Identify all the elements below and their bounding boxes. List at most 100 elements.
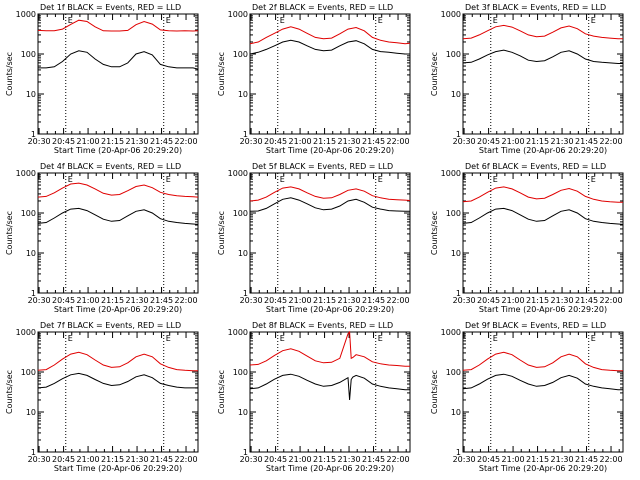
plot-frame	[462, 331, 624, 453]
y-tick-label: 10	[26, 90, 36, 99]
x-tick-label: 21:15	[526, 296, 549, 305]
x-tick-label: 20:45	[52, 455, 75, 464]
y-axis-label: Counts/sec	[217, 52, 226, 96]
plot-frame	[249, 172, 411, 294]
y-tick-label: 1	[31, 130, 36, 139]
y-axis-label: Counts/sec	[217, 370, 226, 414]
x-tick-label: 21:15	[526, 455, 549, 464]
detector-plot-2: Det 2f BLACK = Events, RED = LLD 1 10 100 10…	[217, 3, 411, 155]
plot-frame	[37, 331, 199, 453]
x-tick-label: 21:30	[126, 455, 149, 464]
y-tick-label: 1000	[441, 328, 461, 337]
plot-title: Det 6f BLACK = Events, RED = LLD	[465, 162, 606, 171]
x-tick-label: 21:45	[362, 296, 385, 305]
x-axis-label: Start Time (20-Apr-06 20:29:20)	[54, 464, 182, 473]
event-marker-label: E	[591, 16, 596, 25]
event-marker-label: E	[280, 16, 285, 25]
y-tick-label: 1000	[16, 328, 36, 337]
x-tick-label: 21:30	[126, 296, 149, 305]
event-marker-label: E	[378, 175, 383, 184]
x-tick-label: 20:45	[264, 296, 287, 305]
y-axis-label: Counts/sec	[5, 211, 14, 255]
x-tick-label: 21:45	[362, 455, 385, 464]
event-marker-label: E	[493, 334, 498, 343]
event-marker-label: E	[493, 16, 498, 25]
series-line-events	[462, 207, 624, 225]
plot-frame	[37, 172, 199, 294]
x-tick-label: 22:00	[387, 296, 410, 305]
x-tick-label: 20:30	[240, 296, 263, 305]
x-tick-label: 20:45	[264, 455, 287, 464]
plot-title: Det 5f BLACK = Events, RED = LLD	[252, 162, 393, 171]
x-tick-label: 21:15	[313, 455, 336, 464]
y-tick-label: 1	[456, 130, 461, 139]
event-marker-label: E	[591, 334, 596, 343]
x-tick-label: 21:45	[575, 296, 598, 305]
y-tick-label: 1000	[16, 10, 36, 19]
y-tick-label: 10	[451, 408, 461, 417]
y-tick-label: 10	[238, 249, 248, 258]
series-line-lld	[249, 330, 410, 367]
plot-frame	[37, 13, 199, 135]
x-tick-label: 21:30	[551, 137, 574, 146]
y-tick-label: 10	[26, 249, 36, 258]
x-tick-label: 21:15	[101, 296, 124, 305]
plot-title: Det 7f BLACK = Events, RED = LLD	[40, 321, 181, 330]
y-tick-label: 1	[31, 289, 36, 298]
y-tick-label: 1000	[16, 169, 36, 178]
event-marker-label: E	[166, 334, 171, 343]
y-tick-label: 100	[233, 209, 248, 218]
y-tick-label: 100	[446, 50, 461, 59]
detector-plot-9: Det 9f BLACK = Events, RED = LLD 1 10 100 10…	[430, 321, 624, 473]
x-axis-label: Start Time (20-Apr-06 20:29:20)	[266, 305, 394, 314]
x-tick-label: 21:30	[338, 137, 361, 146]
x-tick-label: 21:00	[502, 455, 525, 464]
x-tick-label: 21:00	[289, 455, 312, 464]
x-axis-label: Start Time (20-Apr-06 20:29:20)	[54, 146, 182, 155]
detector-plot-1: Det 1f BLACK = Events, RED = LLD 1 10 100 10…	[5, 3, 199, 155]
y-axis-label: Counts/sec	[217, 211, 226, 255]
y-tick-label: 100	[21, 209, 36, 218]
y-tick-label: 1	[456, 289, 461, 298]
x-tick-label: 21:45	[150, 455, 173, 464]
y-tick-label: 100	[233, 368, 248, 377]
x-tick-label: 21:15	[313, 296, 336, 305]
x-tick-label: 20:30	[28, 137, 51, 146]
x-tick-label: 20:45	[477, 455, 500, 464]
y-tick-label: 1	[31, 448, 36, 457]
y-tick-label: 10	[238, 90, 248, 99]
x-tick-label: 20:30	[28, 455, 51, 464]
x-tick-label: 21:15	[101, 455, 124, 464]
x-tick-label: 21:45	[575, 137, 598, 146]
x-axis-label: Start Time (20-Apr-06 20:29:20)	[479, 305, 607, 314]
y-tick-label: 10	[26, 408, 36, 417]
x-tick-label: 21:15	[313, 137, 336, 146]
x-tick-label: 21:00	[77, 455, 100, 464]
x-tick-label: 21:15	[526, 137, 549, 146]
x-tick-label: 21:15	[101, 137, 124, 146]
detector-plot-4: Det 4f BLACK = Events, RED = LLD 1 10 100 10…	[5, 162, 199, 314]
detector-plot-6: Det 6f BLACK = Events, RED = LLD 1 10 100 10…	[430, 162, 624, 314]
y-tick-label: 1000	[441, 10, 461, 19]
y-axis-label: Counts/sec	[430, 211, 439, 255]
event-marker-label: E	[493, 175, 498, 184]
x-tick-label: 20:30	[453, 296, 476, 305]
x-tick-label: 22:00	[387, 455, 410, 464]
detector-plot-5: Det 5f BLACK = Events, RED = LLD 1 10 100 10…	[217, 162, 411, 314]
x-tick-label: 21:30	[126, 137, 149, 146]
plot-frame	[462, 13, 624, 135]
x-tick-label: 21:00	[289, 137, 312, 146]
series-line-events	[37, 372, 198, 389]
y-tick-label: 1	[243, 289, 248, 298]
plot-title: Det 1f BLACK = Events, RED = LLD	[40, 3, 181, 12]
series-line-events	[249, 373, 410, 401]
event-marker-label: E	[591, 175, 596, 184]
y-tick-label: 10	[451, 249, 461, 258]
x-axis-label: Start Time (20-Apr-06 20:29:20)	[479, 146, 607, 155]
y-tick-label: 1000	[228, 10, 248, 19]
x-axis-label: Start Time (20-Apr-06 20:29:20)	[266, 146, 394, 155]
y-tick-label: 100	[446, 209, 461, 218]
event-marker-label: E	[68, 175, 73, 184]
x-tick-label: 20:45	[477, 137, 500, 146]
x-axis-label: Start Time (20-Apr-06 20:29:20)	[479, 464, 607, 473]
